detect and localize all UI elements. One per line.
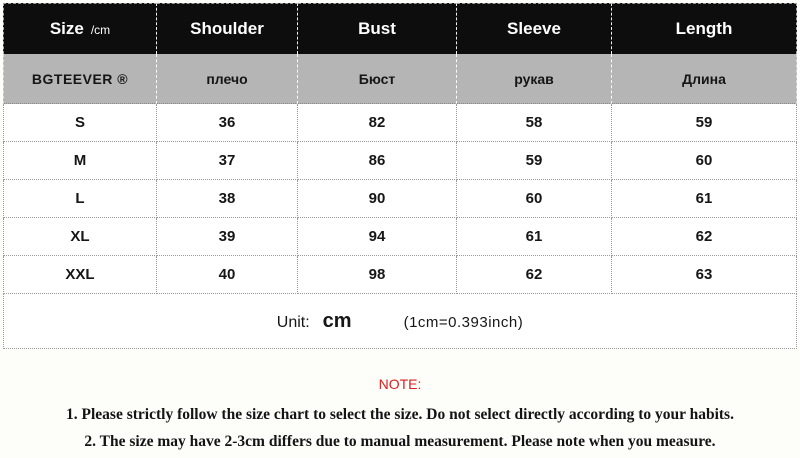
unit-label: Unit: [276,313,310,331]
value-cell: 63 [612,256,797,294]
header-length: Length [612,3,797,54]
unit-row: Unit: cm (1cm=0.393inch) [3,294,797,349]
value-cell: 94 [298,218,457,256]
table-row: M 37 86 59 60 [3,142,797,180]
size-cell: XXL [3,256,157,294]
value-cell: 62 [457,256,612,294]
value-cell: 58 [457,104,612,142]
unit-value: cm [322,309,352,332]
unit-line: Unit: cm (1cm=0.393inch) [4,310,796,333]
header-row: Size/cm Shoulder Bust Sleeve Length [3,3,797,54]
value-cell: 36 [157,104,298,142]
subheader-shoulder-ru: плечо [157,54,298,104]
value-cell: 61 [457,218,612,256]
note-line-2: 2. The size may have 2-3cm differs due t… [84,433,716,450]
subheader-sleeve-ru: рукав [457,54,612,104]
subheader-length-ru: Длина [612,54,797,104]
header-size: Size/cm [3,3,157,54]
value-cell: 59 [457,142,612,180]
subheader-bust-ru: Бюст [298,54,457,104]
value-cell: 39 [157,218,298,256]
value-cell: 82 [298,104,457,142]
unit-cell: Unit: cm (1cm=0.393inch) [3,294,797,349]
table-row: XXL 40 98 62 63 [3,256,797,294]
size-chart-table: Size/cm Shoulder Bust Sleeve Length BGTE… [3,3,797,349]
size-cell: M [3,142,157,180]
table-row: S 36 82 58 59 [3,104,797,142]
size-table-body: S 36 82 58 59 M 37 86 59 60 L 38 90 60 61 XL 39 94 61 62 XXL… [3,104,797,294]
size-cell: S [3,104,157,142]
value-cell: 59 [612,104,797,142]
table-row: XL 39 94 61 62 [3,218,797,256]
value-cell: 40 [157,256,298,294]
subheader-row: BGTEEVER ® плечо Бюст рукав Длина [3,54,797,104]
value-cell: 38 [157,180,298,218]
brand-label: BGTEEVER ® [3,54,157,104]
note-line-1: 1. Please strictly follow the size chart… [66,406,734,423]
value-cell: 62 [612,218,797,256]
table-row: L 38 90 60 61 [3,180,797,218]
value-cell: 60 [457,180,612,218]
value-cell: 98 [298,256,457,294]
size-cell: L [3,180,157,218]
note-title: NOTE: [378,376,422,392]
header-size-unit: /cm [90,23,111,37]
note-block: NOTE: 1. Please strictly follow the size… [0,376,800,455]
header-bust: Bust [298,3,457,54]
size-cell: XL [3,218,157,256]
header-sleeve: Sleeve [457,3,612,54]
value-cell: 90 [298,180,457,218]
header-shoulder: Shoulder [157,3,298,54]
value-cell: 61 [612,180,797,218]
value-cell: 37 [157,142,298,180]
unit-conversion: (1cm=0.393inch) [403,313,524,331]
value-cell: 86 [298,142,457,180]
header-size-label: Size [49,19,84,38]
value-cell: 60 [612,142,797,180]
